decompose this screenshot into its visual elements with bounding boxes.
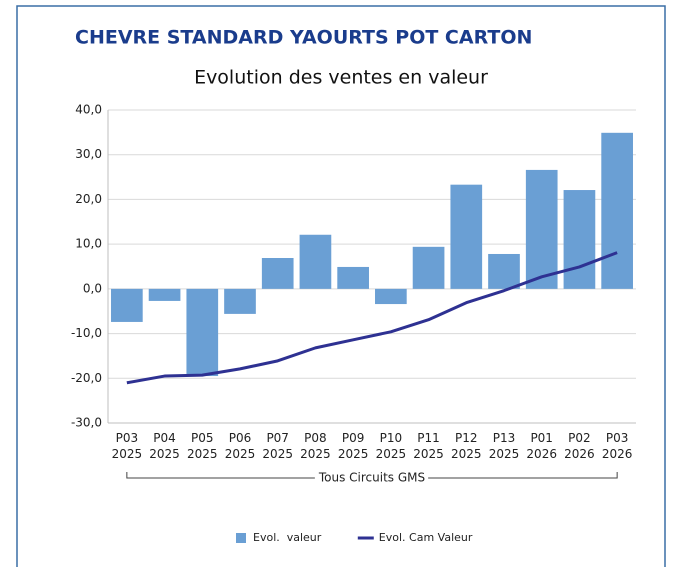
- x-tick-label: P12 2025: [451, 431, 482, 461]
- group-label: Tous Circuits GMS: [318, 471, 425, 485]
- x-tick-label: P02 2026: [564, 431, 595, 461]
- x-tick-label: P08 2025: [300, 431, 331, 461]
- line: [126, 251, 618, 385]
- x-tick-label: P03 2026: [601, 431, 633, 461]
- legend-swatch: [236, 533, 246, 543]
- y-tick-label: 0,0: [83, 281, 102, 295]
- bar: [375, 288, 407, 305]
- bar: [299, 234, 332, 289]
- chart-subtitle: Evolution des ventes en valeur: [194, 67, 488, 89]
- bar: [525, 169, 558, 289]
- bar: [412, 246, 445, 289]
- bar: [186, 288, 219, 377]
- frame: [16, 5, 666, 567]
- bar: [488, 253, 520, 289]
- y-tick-label: -10,0: [71, 326, 102, 340]
- chart-title: CHEVRE STANDARD YAOURTS POT CARTON: [75, 27, 532, 49]
- x-tick-label: P03 2025: [111, 431, 143, 461]
- y-tick-label: -30,0: [71, 416, 102, 430]
- y-tick-label: -20,0: [71, 371, 102, 385]
- x-tick-label: P05 2025: [187, 431, 218, 461]
- x-tick-label: P13 2025: [488, 431, 520, 461]
- bar: [450, 184, 483, 289]
- y-tick-label: 40,0: [75, 103, 102, 117]
- legend-label: Evol. valeur: [253, 531, 322, 544]
- bar: [337, 266, 369, 289]
- x-tick-label: P06 2025: [224, 431, 256, 461]
- y-tick-label: 20,0: [75, 192, 102, 206]
- bar: [601, 132, 633, 289]
- x-tick-label: P07 2025: [262, 431, 293, 461]
- bar: [111, 288, 143, 322]
- y-tick-label: 30,0: [75, 147, 102, 161]
- legend-label: Evol. Cam Valeur: [379, 531, 473, 544]
- y-tick-label: 10,0: [75, 237, 102, 251]
- group-label-bg: [314, 470, 429, 485]
- bar: [563, 190, 596, 289]
- x-tick-label: P09 2025: [337, 431, 369, 461]
- bar: [261, 258, 294, 289]
- x-tick-label: P04 2025: [149, 431, 180, 461]
- x-tick-label: P11 2025: [413, 431, 444, 461]
- x-tick-label: P01 2026: [526, 431, 557, 461]
- bar: [224, 288, 256, 314]
- x-tick-label: P10 2025: [375, 431, 407, 461]
- bar: [148, 288, 181, 301]
